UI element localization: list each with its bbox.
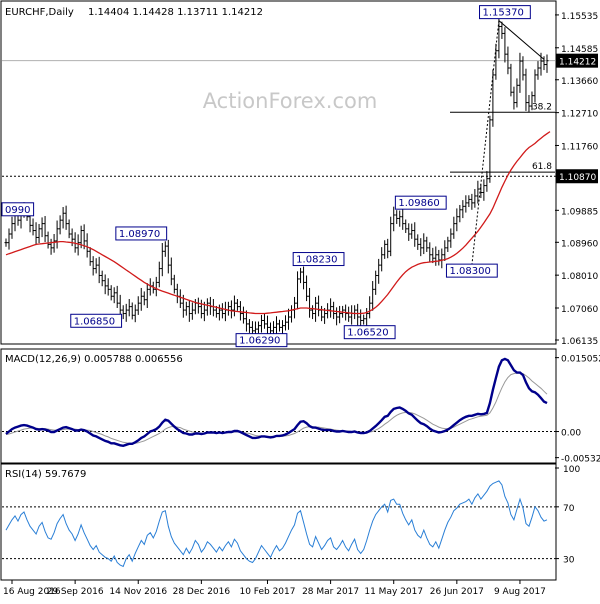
fib-level-label: 61.8	[532, 162, 552, 172]
y-tick-label: 1.12710	[561, 110, 598, 120]
x-tick-label: 29 Sep 2016	[47, 587, 104, 597]
y-tick-label: 1.14585	[561, 45, 598, 55]
macd-layer	[2, 357, 555, 448]
macd-panel-frame	[0, 348, 557, 464]
trend-line	[498, 20, 545, 60]
current-price-box	[556, 53, 598, 68]
rsi-y-tick-label: 30	[563, 556, 575, 566]
y-tick-label: 1.11760	[561, 142, 598, 152]
annotation-box	[292, 252, 345, 267]
x-tick-label: 9 Aug 2017	[494, 587, 546, 597]
fib-level-label: 38.2	[532, 102, 552, 112]
y-tick-label: 1.13660	[561, 77, 598, 87]
y-tick-label: 1.15535	[561, 12, 598, 22]
trend-line-dashed	[471, 20, 500, 266]
x-tick-label: 10 Feb 2017	[239, 587, 295, 597]
y-tick-label: 1.08010	[561, 272, 598, 282]
rsi-y-tick-label: 100	[563, 465, 580, 475]
level-price-label: 1.10870	[559, 173, 596, 183]
annotation-box	[343, 325, 396, 340]
annotation-label: 1.08300	[449, 266, 490, 277]
annotation-label: 1.06520	[347, 328, 388, 339]
x-tick-label: 14 Nov 2016	[109, 587, 167, 597]
level-price-box	[556, 169, 598, 184]
rsi-line	[5, 480, 548, 568]
symbol-label: EURCHF,Daily	[5, 7, 74, 18]
macd-y-tick-label: 0.00	[561, 429, 581, 439]
annotation-label: 1.08230	[296, 255, 337, 266]
macd-line	[5, 357, 548, 448]
rsi-panel-frame	[0, 463, 557, 581]
rsi-title: RSI(14) 59.7679	[5, 469, 86, 480]
axis-layer: 1.15535 1.14585 1.13660 1.12710 1.11760 1.098…	[3, 12, 600, 597]
x-tick-label: 28 Dec 2016	[173, 587, 231, 597]
annotation-box	[70, 313, 123, 328]
x-tick-label: 26 Jun 2017	[430, 587, 484, 597]
rsi-layer	[2, 480, 555, 568]
annotation-label: 1.15370	[483, 8, 524, 19]
current-price-label: 1.14212	[559, 58, 596, 68]
y-tick-label: 1.09885	[561, 207, 598, 217]
rsi-y-tick-label: 70	[563, 504, 575, 514]
annotation-label: 1.09860	[398, 198, 439, 209]
y-tick-label: 1.08960	[561, 239, 598, 249]
macd-y-tick-label: 0.015052	[561, 355, 600, 365]
x-tick-label: 28 Mar 2017	[302, 587, 359, 597]
x-tick-label: 16 Aug 2016	[3, 587, 61, 597]
ohlc-values: 1.14404 1.14428 1.13711 1.14212	[88, 7, 263, 18]
macd-title: MACD(12,26,9) 0.005788 0.006556	[5, 354, 183, 365]
annotation-box	[394, 195, 447, 210]
annotation-label: 0990	[5, 205, 30, 216]
annotation-box	[235, 333, 288, 348]
annotation-box	[445, 263, 498, 278]
moving-average-line	[5, 131, 551, 315]
annotation-label: 1.06290	[239, 336, 280, 347]
annotation-box	[1, 202, 35, 217]
y-tick-label: 1.06135	[561, 337, 598, 347]
annotation-label: 1.06850	[74, 316, 115, 327]
price-layer: 38.2 61.8 0990 1.08970 1.06850 1.06290 1.08230…	[1, 5, 555, 348]
annotation-box	[479, 5, 531, 20]
x-tick-label: 11 May 2017	[364, 587, 423, 597]
annotation-box	[115, 226, 168, 241]
watermark: ActionForex.com	[203, 89, 378, 113]
y-tick-label: 1.07060	[561, 305, 598, 315]
annotation-label: 1.08970	[119, 229, 160, 240]
